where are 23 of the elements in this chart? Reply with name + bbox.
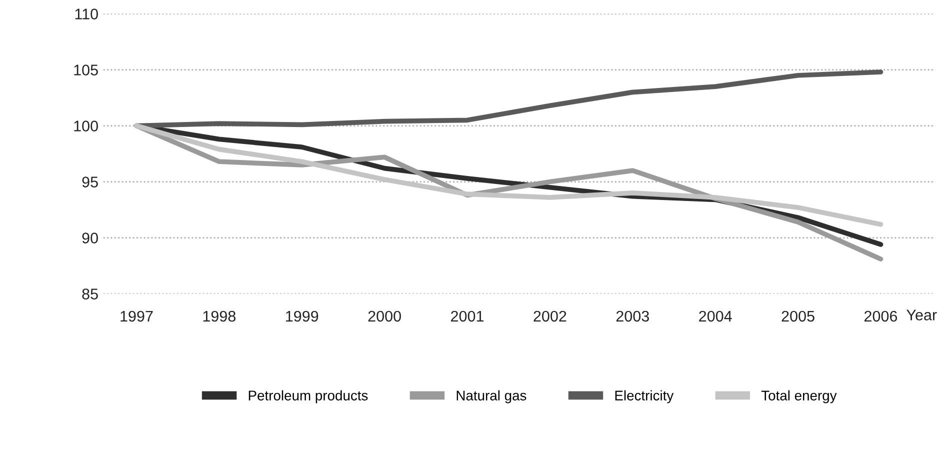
y-tick-label: 95: [82, 176, 98, 188]
x-tick-label: 1998: [203, 310, 236, 322]
x-tick-label: 2002: [534, 310, 566, 322]
x-tick-label: 1997: [120, 310, 153, 322]
x-tick-label: 2000: [368, 310, 401, 322]
x-tick-label: 2005: [782, 310, 814, 322]
legend-label: Electricity: [615, 390, 674, 404]
legend-label: Petroleum products: [248, 390, 368, 404]
legend-label: Natural gas: [456, 390, 526, 404]
y-tick-label: 105: [74, 64, 98, 76]
x-tick-label: 2004: [699, 310, 732, 322]
y-tick-label: 90: [82, 232, 98, 244]
y-tick-label: 100: [74, 120, 98, 132]
x-tick-label: 1999: [286, 310, 318, 322]
line-series: [134, 123, 884, 227]
y-tick-label: 85: [82, 288, 98, 300]
legend-label: Total energy: [761, 390, 837, 404]
y-tick-label: 110: [75, 8, 98, 20]
x-axis-title: Year: [906, 310, 937, 320]
x-tick-label: 2003: [616, 310, 649, 322]
x-tick-label: 2001: [451, 310, 484, 322]
x-tick-label: 2006: [864, 310, 898, 322]
line-series: [134, 70, 884, 128]
